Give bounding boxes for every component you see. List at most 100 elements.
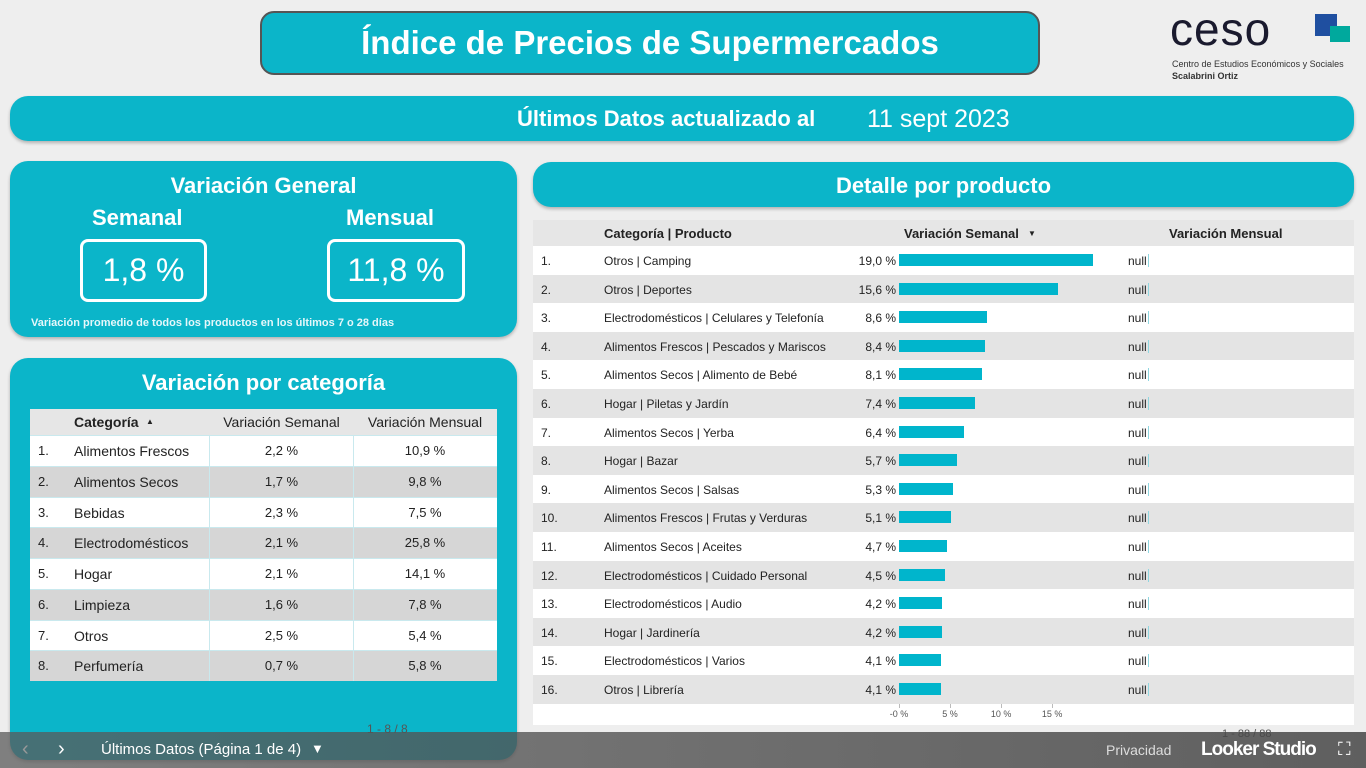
panel-title: Variación por categoría — [141, 370, 386, 395]
cell-marker — [1148, 654, 1149, 668]
cell-divider — [209, 588, 210, 620]
column-header: Categoría — [74, 414, 139, 430]
cell-divider — [209, 619, 210, 651]
monthly-value: null — [1128, 254, 1147, 268]
row-rank: 6. — [38, 596, 49, 612]
privacy-link[interactable]: Privacidad — [1106, 742, 1172, 758]
weekly-value: 2,5 % — [264, 627, 299, 643]
bar — [899, 540, 947, 552]
column-header: Categoría | Producto — [604, 226, 732, 241]
category-name: Electrodomésticos — [74, 535, 189, 552]
update-label: Últimos Datos actualizado al — [517, 106, 816, 131]
bar — [899, 568, 945, 581]
row-rank: 14. — [541, 625, 558, 640]
x-tick-label: 10 % — [990, 708, 1012, 719]
tick-mark — [950, 703, 952, 708]
product-name: Hogar | Piletas y Jardín — [604, 397, 729, 411]
bar — [899, 683, 941, 695]
monthly-value: null — [1128, 568, 1147, 583]
x-tick-label: -0 % — [889, 708, 909, 719]
cell-marker — [1148, 597, 1149, 611]
bar-label: 5,7 % — [865, 454, 896, 469]
row-rank: 11. — [541, 540, 557, 554]
cell-divider — [353, 496, 354, 528]
cell-divider — [209, 558, 210, 589]
monthly-value: null — [1128, 339, 1147, 354]
cell-divider — [209, 650, 210, 681]
cell-marker — [1148, 311, 1149, 325]
table-row — [30, 527, 497, 558]
monthly-box: 11,8 % — [327, 239, 465, 302]
table-row — [533, 589, 1354, 618]
title: Índice de Precios de Supermercados — [361, 24, 939, 61]
row-rank: 7. — [541, 425, 552, 440]
table-row — [30, 619, 497, 651]
bar-label: 4,1 % — [865, 683, 896, 697]
dropdown-arrow[interactable]: ▼ — [311, 741, 324, 756]
weekly-value: 0,7 % — [264, 658, 299, 674]
title-box: Índice de Precios de Supermercados — [260, 11, 1040, 75]
monthly-value: 7,8 % — [408, 596, 442, 612]
monthly-value: null — [1128, 597, 1147, 612]
fullscreen[interactable]: ⛶ — [1338, 739, 1351, 759]
column-header: Variación Mensual — [1169, 226, 1283, 241]
footer-bar: ‹ › Últimos Datos (Página 1 de 4) ▼ Priv… — [0, 732, 1366, 768]
bar — [899, 597, 942, 610]
product-name: Otros | Deportes — [604, 282, 692, 297]
note: Variación promedio de todos los producto… — [31, 317, 395, 329]
cell-marker — [1148, 339, 1149, 353]
page-selector[interactable]: Últimos Datos (Página 1 de 4) — [101, 741, 302, 758]
product-name: Alimentos Secos | Alimento de Bebé — [604, 368, 798, 383]
bar-label: 7,4 % — [865, 397, 896, 411]
cell-marker — [1148, 254, 1149, 267]
cell-marker — [1148, 482, 1149, 496]
row-rank: 3. — [541, 311, 552, 326]
cell-marker — [1148, 282, 1149, 296]
cell-divider — [353, 588, 354, 620]
monthly-value: null — [1128, 683, 1147, 697]
column-header: Variación Semanal — [904, 226, 1019, 241]
bar-label: 19,0 % — [858, 254, 896, 268]
bar-label: 5,1 % — [865, 511, 896, 526]
cell-divider — [209, 465, 210, 497]
bar — [899, 425, 965, 438]
category-name: Perfumería — [74, 658, 144, 675]
row-rank: 3. — [38, 504, 49, 520]
product-table: Categoría | Producto Variación Semanal ▼ Va… — [533, 220, 1354, 725]
x-tick-label: 5 % — [942, 708, 958, 719]
product-name: Electrodomésticos | Audio — [604, 597, 742, 612]
monthly-value: 11,8 % — [347, 252, 445, 288]
row-rank: 8. — [38, 658, 49, 674]
prev-page[interactable]: ‹ — [22, 738, 29, 760]
row-rank: 15. — [541, 654, 558, 669]
product-name: Otros | Camping — [604, 254, 692, 268]
bar-label: 8,1 % — [865, 368, 896, 383]
row-rank: 9. — [541, 482, 552, 497]
weekly-value: 2,2 % — [264, 443, 299, 458]
product-header: Detalle por producto — [533, 162, 1354, 207]
cell-marker — [1148, 397, 1149, 410]
product-name: Alimentos Frescos | Pescados y Mariscos — [604, 339, 826, 354]
category-name: Hogar — [74, 566, 113, 582]
monthly-value: null — [1128, 454, 1147, 469]
tick-mark — [899, 703, 900, 708]
row-rank: 5. — [38, 566, 49, 581]
row-rank: 16. — [541, 683, 558, 697]
table-row — [30, 588, 497, 620]
monthly-value: 10,9 % — [404, 443, 446, 458]
monthly-value: null — [1128, 654, 1147, 669]
monthly-value: 5,4 % — [408, 627, 442, 643]
product-name: Hogar | Bazar — [604, 454, 678, 469]
bar-label: 4,2 % — [865, 597, 896, 612]
bar-label: 4,5 % — [865, 568, 896, 583]
column-header: Variación Mensual — [367, 414, 483, 430]
next-page[interactable]: › — [58, 738, 65, 760]
bar — [899, 654, 941, 667]
monthly-value: 5,8 % — [408, 658, 442, 674]
row-rank: 13. — [541, 597, 558, 612]
update-date: 11 sept 2023 — [867, 105, 1010, 133]
weekly-label: Semanal — [92, 205, 183, 230]
bar — [899, 339, 985, 352]
row-rank: 10. — [541, 511, 558, 526]
bar — [899, 482, 954, 495]
